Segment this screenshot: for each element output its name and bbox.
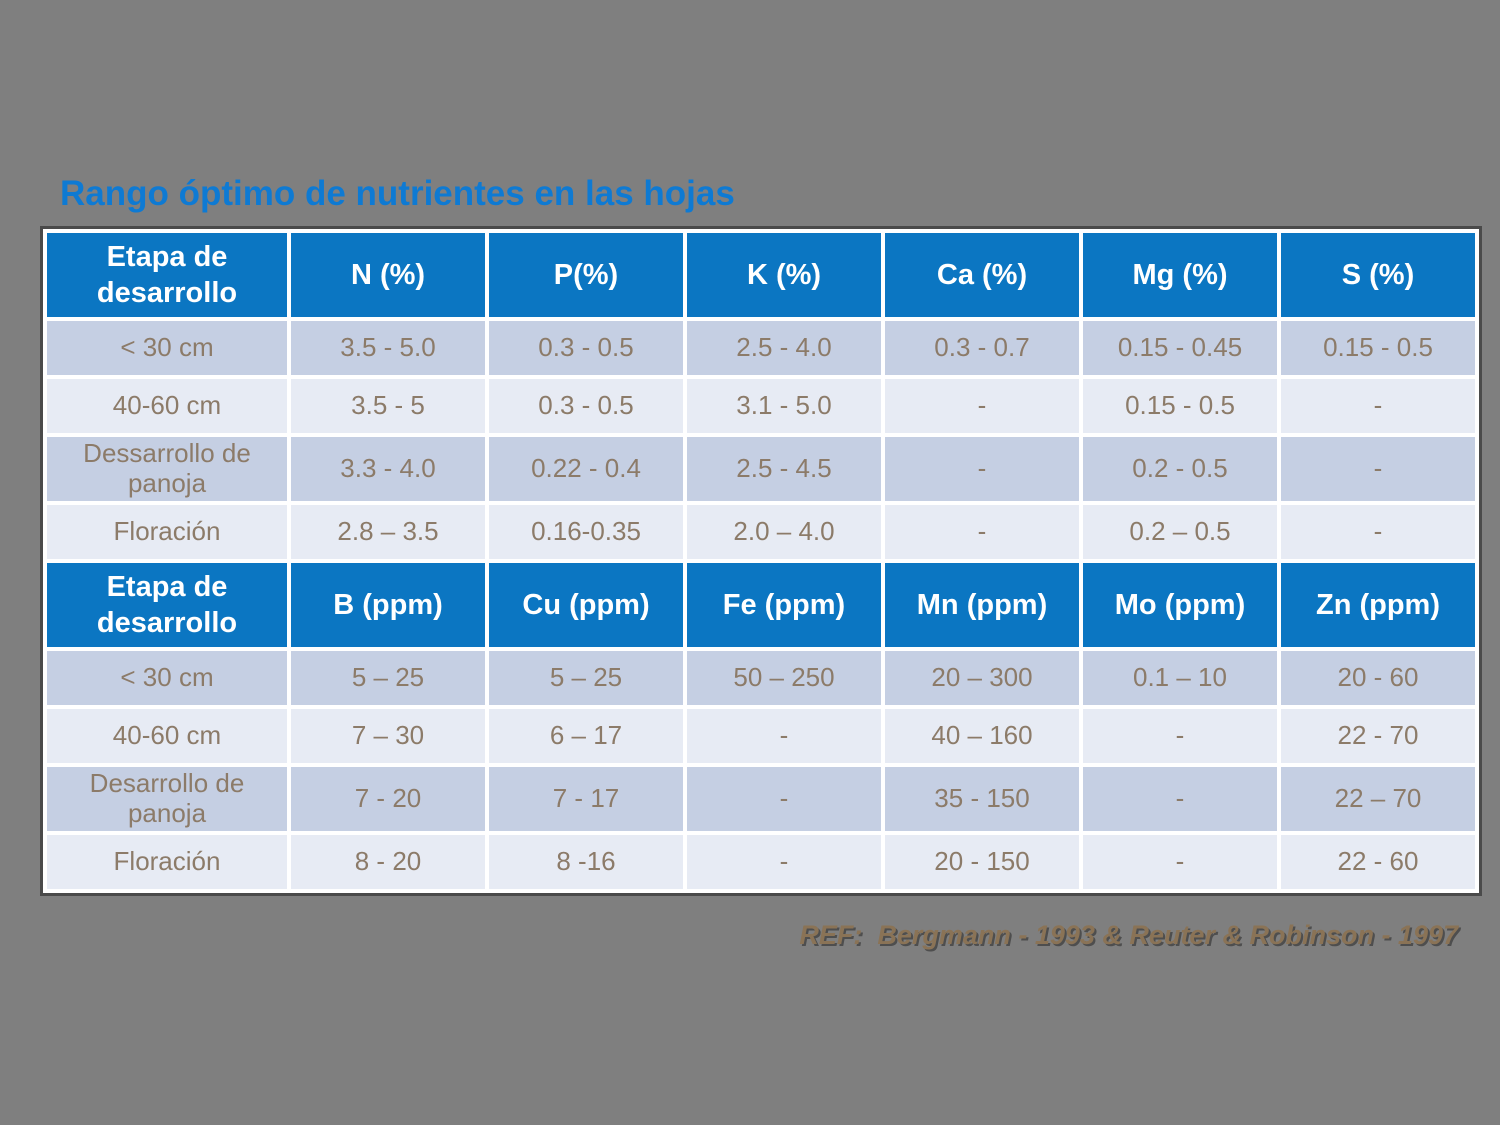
value-cell: 40 – 160 — [885, 708, 1079, 763]
value-cell: 22 – 70 — [1281, 766, 1475, 831]
value-cell: 8 - 20 — [291, 834, 485, 889]
value-cell: - — [1281, 379, 1475, 433]
value-cell: 22 - 70 — [1281, 708, 1475, 763]
value-cell: - — [885, 379, 1079, 433]
table-row: Desarrollo de panoja 7 - 20 7 - 17-35 - 15… — [47, 766, 1475, 831]
value-cell: - — [1083, 766, 1277, 831]
value-cell: 22 - 60 — [1281, 834, 1475, 889]
value-cell: 0.2 – 0.5 — [1083, 504, 1277, 559]
value-cell: 0.15 - 0.5 — [1281, 321, 1475, 375]
nutrient-column-header: B (ppm) — [291, 562, 485, 647]
value-cell: 3.5 - 5.0 — [291, 321, 485, 375]
row-label: Floración — [47, 834, 287, 889]
value-cell: 2.8 – 3.5 — [291, 504, 485, 559]
value-cell: 8 -16 — [489, 834, 683, 889]
table-row: 40-60 cm 7 – 30 6 – 17-40 – 160-22 - 70 — [47, 708, 1475, 763]
value-cell: 35 - 150 — [885, 766, 1079, 831]
header-row: Etapa de desarrollo N (%) P(%) K (%) Ca (%) M… — [47, 233, 1475, 317]
value-cell: 2.0 – 4.0 — [687, 504, 881, 559]
nutrient-table-body: Etapa de desarrollo N (%) P(%) K (%) Ca (%) M… — [47, 233, 1475, 889]
nutrient-column-header: Fe (ppm) — [687, 562, 881, 647]
value-cell: - — [1281, 437, 1475, 501]
value-cell: - — [1281, 504, 1475, 559]
value-cell: 0.3 - 0.5 — [489, 379, 683, 433]
nutrient-table: Etapa de desarrollo N (%) P(%) K (%) Ca (%) M… — [40, 226, 1482, 896]
nutrient-column-header: K (%) — [687, 233, 881, 317]
value-cell: - — [687, 834, 881, 889]
nutrient-column-header: Ca (%) — [885, 233, 1079, 317]
table-row: Dessarrollo de panoja 3.3 - 4.0 0.22 - 0.4… — [47, 437, 1475, 501]
value-cell: 0.16-0.35 — [489, 504, 683, 559]
value-cell: 0.3 - 0.5 — [489, 321, 683, 375]
value-cell: 0.15 - 0.5 — [1083, 379, 1277, 433]
value-cell: 0.3 - 0.7 — [885, 321, 1079, 375]
table-row: < 30 cm 3.5 - 5.0 0.3 - 0.5 2.5 - 4.0 0.3 - … — [47, 321, 1475, 375]
nutrient-column-header: Mg (%) — [1083, 233, 1277, 317]
nutrient-column-header: Cu (ppm) — [489, 562, 683, 647]
row-label: 40-60 cm — [47, 379, 287, 433]
table-row: Floración 8 - 20 8 -16-20 - 150-22 - 60 — [47, 834, 1475, 889]
value-cell: 20 – 300 — [885, 650, 1079, 705]
value-cell: 2.5 - 4.0 — [687, 321, 881, 375]
value-cell: 3.5 - 5 — [291, 379, 485, 433]
row-label: Desarrollo de panoja — [47, 766, 287, 831]
nutrient-column-header: Mo (ppm) — [1083, 562, 1277, 647]
value-cell: - — [687, 766, 881, 831]
page-title: Rango óptimo de nutrientes en las hojas — [60, 174, 735, 213]
nutrient-column-header: S (%) — [1281, 233, 1475, 317]
value-cell: 20 - 150 — [885, 834, 1079, 889]
value-cell: - — [885, 504, 1079, 559]
row-label: 40-60 cm — [47, 708, 287, 763]
table-row: 40-60 cm 3.5 - 5 0.3 - 0.5 3.1 - 5.0-0.15 -… — [47, 379, 1475, 433]
row-label: < 30 cm — [47, 650, 287, 705]
value-cell: - — [687, 708, 881, 763]
value-cell: 0.22 - 0.4 — [489, 437, 683, 501]
value-cell: - — [1083, 708, 1277, 763]
stage-column-header: Etapa de desarrollo — [47, 562, 287, 647]
value-cell: 3.3 - 4.0 — [291, 437, 485, 501]
value-cell: 0.15 - 0.45 — [1083, 321, 1277, 375]
value-cell: 7 - 17 — [489, 766, 683, 831]
row-label: Dessarrollo de panoja — [47, 437, 287, 501]
value-cell: 0.1 – 10 — [1083, 650, 1277, 705]
row-label: < 30 cm — [47, 321, 287, 375]
value-cell: - — [1083, 834, 1277, 889]
value-cell: 7 - 20 — [291, 766, 485, 831]
value-cell: 20 - 60 — [1281, 650, 1475, 705]
value-cell: 7 – 30 — [291, 708, 485, 763]
nutrient-column-header: P(%) — [489, 233, 683, 317]
row-label: Floración — [47, 504, 287, 559]
value-cell: 5 – 25 — [291, 650, 485, 705]
nutrient-column-header: Zn (ppm) — [1281, 562, 1475, 647]
stage-column-header: Etapa de desarrollo — [47, 233, 287, 317]
header-row: Etapa de desarrollo B (ppm) Cu (ppm) Fe (pp… — [47, 562, 1475, 647]
value-cell: - — [885, 437, 1079, 501]
nutrient-column-header: Mn (ppm) — [885, 562, 1079, 647]
value-cell: 2.5 - 4.5 — [687, 437, 881, 501]
value-cell: 0.2 - 0.5 — [1083, 437, 1277, 501]
nutrient-table-el: Etapa de desarrollo N (%) P(%) K (%) Ca (%) M… — [43, 229, 1479, 893]
value-cell: 5 – 25 — [489, 650, 683, 705]
value-cell: 6 – 17 — [489, 708, 683, 763]
reference-text: REF: Bergmann - 1993 & Reuter & Robinson… — [799, 920, 1458, 950]
table-row: Floración 2.8 – 3.5 0.16-0.35 2.0 – 4.0-0.2… — [47, 504, 1475, 559]
value-cell: 50 – 250 — [687, 650, 881, 705]
nutrient-column-header: N (%) — [291, 233, 485, 317]
value-cell: 3.1 - 5.0 — [687, 379, 881, 433]
table-row: < 30 cm 5 – 25 5 – 25 50 – 250 20 – 300 0.1 –… — [47, 650, 1475, 705]
